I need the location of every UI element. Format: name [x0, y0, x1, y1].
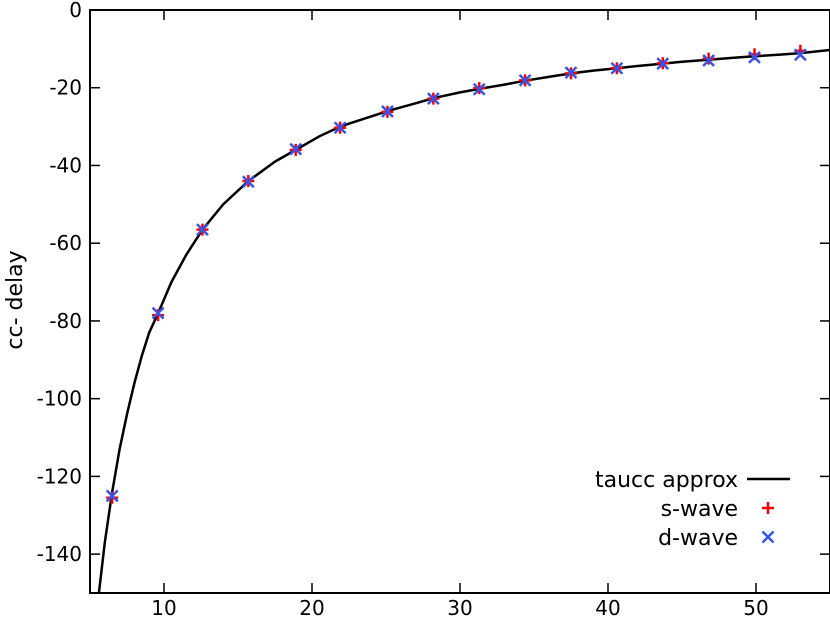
plot-frame — [89, 9, 830, 594]
data-point — [333, 121, 347, 135]
data-point — [151, 306, 165, 320]
data-point — [702, 54, 716, 67]
data-point — [241, 175, 255, 189]
x-tick-label: 10 — [151, 596, 176, 618]
legend-label: taucc approx — [595, 468, 738, 493]
data-point — [152, 309, 165, 322]
x-tick-label: 30 — [447, 596, 472, 618]
data-point — [196, 223, 209, 236]
data-point — [472, 82, 486, 96]
data-point — [702, 52, 715, 65]
data-point — [610, 61, 624, 75]
data-point — [564, 66, 578, 79]
y-tick-label: -120 — [37, 464, 82, 488]
legend-plus-sample — [762, 502, 774, 514]
y-tick-label: -60 — [49, 231, 82, 255]
data-point — [748, 51, 761, 64]
y-tick-label: -100 — [37, 387, 82, 411]
data-point — [105, 489, 119, 503]
x-tick-label: 50 — [743, 596, 768, 618]
y-tick-label: -80 — [49, 309, 82, 333]
y-axis-title: cc- delay — [3, 250, 28, 349]
series-1 — [106, 44, 807, 504]
data-point — [794, 48, 807, 62]
data-point — [289, 142, 303, 156]
series-layer — [97, 44, 830, 593]
y-tick-label: -40 — [49, 153, 82, 177]
legend-cross-sample — [761, 530, 775, 544]
y-tick-label: 0 — [69, 0, 82, 22]
y-tick-label: -140 — [37, 542, 82, 566]
data-point — [381, 105, 394, 118]
legend-label: d-wave — [658, 526, 738, 551]
ticks-layer: 10 20 30 40 50 0 -20 -40 -60 -80 -100 -120 -140 — [37, 0, 830, 618]
data-point — [656, 57, 670, 71]
legend-label: s-wave — [661, 497, 738, 522]
data-point — [518, 73, 532, 87]
x-tick-label: 40 — [595, 596, 620, 618]
legend: taucc approx s-wave d-wave — [595, 468, 790, 551]
data-point — [106, 491, 119, 504]
y-tick-label: -20 — [49, 76, 82, 100]
series-2 — [105, 48, 807, 503]
x-tick-label: 20 — [299, 596, 324, 618]
data-point — [426, 92, 440, 105]
